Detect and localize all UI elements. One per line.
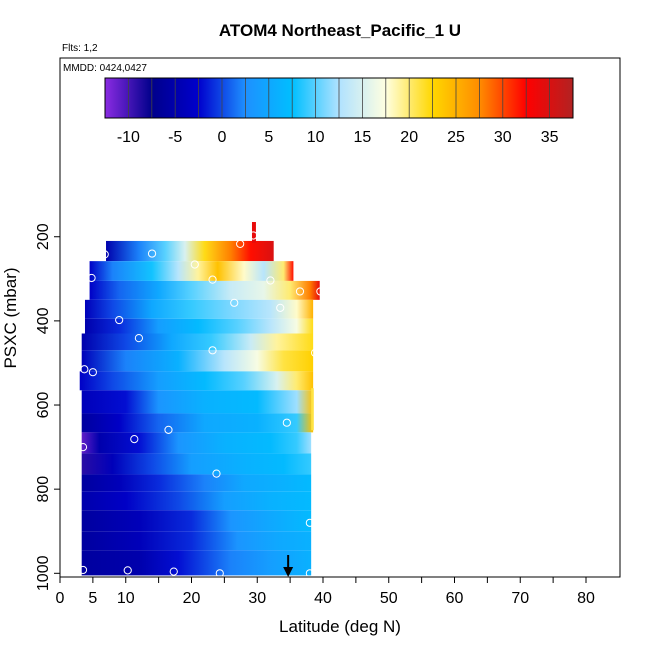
colorbar-tick-label: 30 — [494, 129, 512, 146]
colorbar-frame — [104, 77, 574, 119]
observation-point — [316, 287, 325, 296]
colorbar: -10 -5 0 5 10 15 20 25 30 35 — [104, 77, 574, 146]
heatmap-row — [81, 390, 314, 414]
observation-point — [100, 250, 109, 259]
y-tick-label: 800 — [35, 476, 52, 503]
x-tick-label: 0 — [56, 590, 65, 607]
heatmap-row — [81, 491, 312, 511]
colorbar-tick-label: 35 — [541, 129, 559, 146]
heatmap-row — [81, 531, 312, 551]
heatmap-row — [81, 550, 312, 576]
x-tick-label: 5 — [88, 590, 97, 607]
flights-note: Flts: 1,2 — [62, 43, 98, 54]
observation-point — [208, 275, 217, 284]
observation-point — [147, 249, 157, 258]
observation-point — [88, 368, 97, 377]
observation-point — [305, 518, 314, 527]
heatmap-row — [89, 280, 320, 300]
heatmap-row — [84, 318, 314, 334]
observation-point — [249, 231, 258, 240]
chart-title: ATOM4 Northeast_Pacific_1 U — [219, 21, 461, 40]
colorbar-tick-label: -5 — [168, 129, 182, 146]
observation-point — [282, 418, 291, 427]
observation-point — [295, 287, 305, 296]
x-tick-label: 80 — [577, 590, 595, 607]
x-tick-label: 70 — [511, 590, 529, 607]
heatmap-spike — [251, 222, 256, 244]
observation-point — [169, 567, 178, 576]
colorbar-tick-label: 20 — [400, 129, 418, 146]
observation-point — [230, 298, 239, 307]
observation-point — [311, 348, 320, 357]
x-tick-label: 40 — [314, 590, 332, 607]
observation-point — [123, 566, 132, 575]
heatmap-spike — [311, 388, 314, 431]
y-axis-title: PSXC (mbar) — [1, 267, 20, 368]
x-tick-label: 10 — [117, 590, 135, 607]
observation-point — [276, 303, 285, 312]
x-tick-label: 50 — [380, 590, 398, 607]
observation-points — [78, 231, 325, 578]
colorbar-tick-label: 10 — [307, 129, 325, 146]
x-tick-label: 30 — [248, 590, 266, 607]
plot-frame — [59, 57, 621, 578]
position-arrow — [283, 555, 294, 577]
axes: 0 5 10 20 30 40 50 60 70 80 200 400 600 800 1000 — [35, 223, 595, 607]
heatmap-row — [89, 261, 294, 281]
colorbar-tick-label: -10 — [117, 129, 140, 146]
observation-point — [164, 425, 173, 434]
x-tick-label: 20 — [183, 590, 201, 607]
heatmap-row — [81, 510, 312, 532]
colorbar-tick-label: 25 — [447, 129, 465, 146]
heatmap-row — [81, 413, 314, 433]
colorbar-tick-label: 5 — [264, 129, 273, 146]
x-tick-label: 60 — [446, 590, 464, 607]
observation-point — [236, 239, 245, 248]
y-tick-label: 1000 — [35, 555, 52, 591]
heatmap-row — [81, 333, 314, 351]
heatmap-row — [81, 350, 314, 372]
observation-point — [87, 273, 96, 283]
y-tick-label: 200 — [35, 223, 52, 250]
heatmap-row — [84, 299, 314, 319]
x-axis-title: Latitude (deg N) — [279, 617, 401, 636]
heatmap-row — [81, 432, 312, 454]
heatmap-row — [81, 474, 312, 492]
observation-point — [208, 346, 217, 355]
observation-point — [78, 442, 88, 452]
observation-point — [78, 565, 88, 575]
heatmap-row — [79, 371, 314, 391]
observation-point — [212, 469, 221, 478]
observation-point — [130, 434, 139, 444]
y-tick-label: 400 — [35, 307, 52, 334]
y-tick-label: 600 — [35, 392, 52, 419]
date-note: MMDD: 0424,0427 — [63, 63, 147, 74]
observation-point — [80, 365, 89, 374]
colorbar-tick-label: 0 — [218, 129, 227, 146]
observation-point — [134, 334, 143, 343]
heatmap-row — [106, 240, 274, 262]
heatmap-cells — [79, 222, 320, 576]
colorbar-tick-label: 15 — [354, 129, 372, 146]
observation-point — [190, 260, 199, 269]
heatmap-row — [81, 453, 312, 475]
observation-point — [266, 276, 275, 285]
observation-point — [115, 315, 124, 325]
